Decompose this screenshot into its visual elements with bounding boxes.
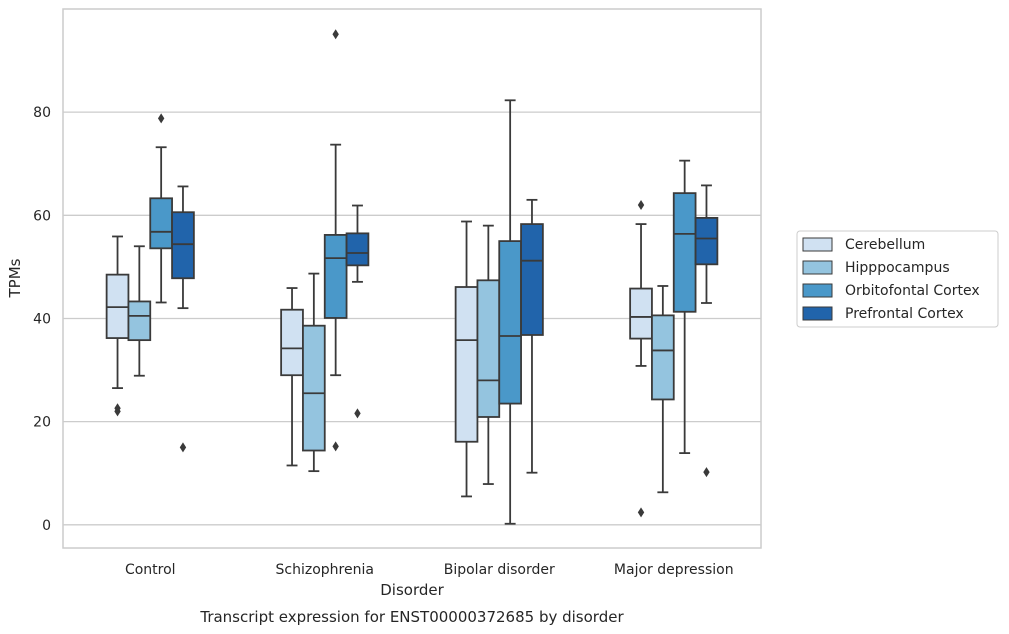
plot-frame xyxy=(62,8,762,549)
box-iqr xyxy=(345,232,370,267)
outlier-point xyxy=(637,200,645,210)
legend-swatch xyxy=(802,306,833,321)
outlier-point xyxy=(354,408,361,419)
box-hipppocampus xyxy=(651,285,675,494)
plot-background xyxy=(63,9,761,548)
box-iqr xyxy=(629,287,653,340)
y-tick-label: 40 xyxy=(33,311,51,327)
box-iqr xyxy=(520,223,544,336)
legend-label: Hipppocampus xyxy=(845,260,950,276)
chart-caption: Transcript expression for ENST0000037268… xyxy=(199,608,624,626)
x-tick-label: Bipolar disorder xyxy=(444,562,555,578)
box-iqr xyxy=(454,286,479,443)
x-tick-label: Control xyxy=(125,562,176,578)
box-iqr xyxy=(171,211,195,280)
legend-swatch xyxy=(802,260,833,275)
legend-label: Cerebellum xyxy=(845,237,925,253)
box-prefrontal-cortex xyxy=(171,185,195,453)
box-orbitofontal-cortex xyxy=(323,29,348,452)
legend-swatch xyxy=(802,283,833,298)
box-cerebellum xyxy=(454,220,479,498)
box-iqr xyxy=(302,324,326,452)
x-tick-label: Schizophrenia xyxy=(276,562,374,578)
box-iqr xyxy=(476,279,501,418)
legend-frame xyxy=(796,230,999,328)
outlier-point xyxy=(179,442,187,453)
outlier-point xyxy=(332,441,339,452)
box-iqr xyxy=(127,300,152,342)
box-iqr xyxy=(149,197,173,250)
legend-swatch xyxy=(802,237,833,252)
boxes xyxy=(105,29,719,525)
outlier-point xyxy=(332,29,339,40)
box-prefrontal-cortex xyxy=(520,198,544,474)
box-iqr xyxy=(323,234,348,319)
box-prefrontal-cortex xyxy=(345,204,370,419)
box-hipppocampus xyxy=(302,272,326,473)
box-hipppocampus xyxy=(127,245,152,377)
box-iqr xyxy=(651,314,675,401)
legend: Cerebellum Hipppocampus Orbitofontal Corte… xyxy=(796,230,999,328)
outlier-point xyxy=(157,113,165,124)
outlier-point xyxy=(637,507,645,518)
box-prefrontal-cortex xyxy=(694,184,719,478)
y-tick-label: 20 xyxy=(33,415,51,431)
x-tick-labels: Control Schizophrenia Bipolar disorder Majo… xyxy=(125,562,734,578)
outlier-point xyxy=(114,403,121,414)
y-tick-label: 0 xyxy=(42,518,51,534)
box-hipppocampus xyxy=(476,224,501,485)
box-iqr xyxy=(498,240,522,405)
box-iqr xyxy=(280,308,304,377)
box-iqr xyxy=(672,192,697,313)
y-tick-labels: 0 20 40 60 80 xyxy=(33,105,51,534)
box-iqr xyxy=(694,216,719,266)
y-axis-title: TPMs xyxy=(6,258,24,298)
box-orbitofontal-cortex xyxy=(498,99,522,525)
box-cerebellum xyxy=(280,287,304,467)
box-orbitofontal-cortex xyxy=(672,159,697,454)
y-tick-label: 60 xyxy=(33,208,51,224)
legend-label: Prefrontal Cortex xyxy=(845,306,964,322)
box-cerebellum xyxy=(629,200,653,518)
legend-label: Orbitofontal Cortex xyxy=(845,283,980,299)
outlier-point xyxy=(703,467,710,478)
y-tick-label: 80 xyxy=(33,105,51,121)
x-tick-label: Major depression xyxy=(614,562,734,578)
x-axis-title: Disorder xyxy=(380,581,444,599)
